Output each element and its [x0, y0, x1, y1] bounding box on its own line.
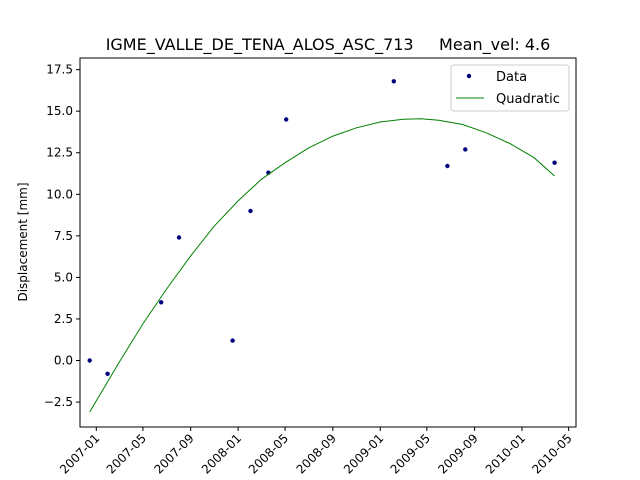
data-point-12: [552, 160, 557, 165]
legend: Data Quadratic: [450, 64, 570, 112]
data-point-8: [284, 117, 289, 122]
legend-label-quadratic: Quadratic: [496, 92, 560, 107]
y-axis: −2.5 0.0 2.5 5.0 7.5 10.0 12.5 15.0 17.5: [44, 63, 80, 409]
y-axis-label: Displacement [mm]: [16, 182, 30, 301]
x-tick-label: 2009-05: [388, 431, 433, 476]
data-point-6: [248, 208, 253, 214]
y-tick-label: −2.5: [44, 395, 73, 409]
x-tick-label: 2010-01: [483, 431, 528, 476]
x-tick-label: 2008-05: [246, 431, 291, 476]
data-point-10: [445, 163, 450, 169]
data-point-1: [87, 358, 92, 363]
legend-marker-data: [466, 73, 472, 79]
chart-title: IGME_VALLE_DE_TENA_ALOS_ASC_713 Mean_vel…: [106, 35, 551, 55]
data-point-9: [391, 79, 396, 84]
x-tick-label: 2007-09: [151, 431, 196, 476]
y-tick-label: 17.5: [46, 63, 73, 77]
data-point-4: [176, 235, 182, 240]
data-point-3: [159, 300, 164, 305]
x-tick-label: 2009-09: [435, 431, 480, 476]
y-tick-label: 5.0: [54, 270, 73, 284]
plot-frame: [79, 57, 577, 428]
data-point-5: [230, 338, 235, 343]
x-tick-label: 2008-09: [294, 431, 339, 476]
data-point-11: [463, 147, 468, 152]
plot-area: [87, 79, 557, 413]
data-point-2: [105, 371, 110, 376]
x-tick-label: 2007-01: [57, 431, 102, 476]
x-tick-label: 2009-01: [341, 431, 386, 476]
x-tick-label: 2010-05: [529, 431, 574, 476]
y-tick-label: 2.5: [54, 312, 73, 326]
y-tick-label: 0.0: [54, 354, 73, 368]
y-tick-label: 10.0: [46, 187, 73, 201]
legend-label-data: Data: [496, 70, 527, 85]
series-line-quadratic: [89, 118, 555, 413]
y-tick-label: 12.5: [46, 146, 73, 160]
legend-box: [450, 64, 570, 112]
y-tick-label: 15.0: [46, 104, 73, 118]
x-tick-label: 2007-05: [104, 431, 149, 476]
x-tick-label: 2008-01: [199, 431, 244, 476]
x-axis: 2007-01 2007-05 2007-09 2008-01 2008-05 2008-…: [57, 427, 575, 477]
y-tick-label: 7.5: [54, 229, 73, 243]
